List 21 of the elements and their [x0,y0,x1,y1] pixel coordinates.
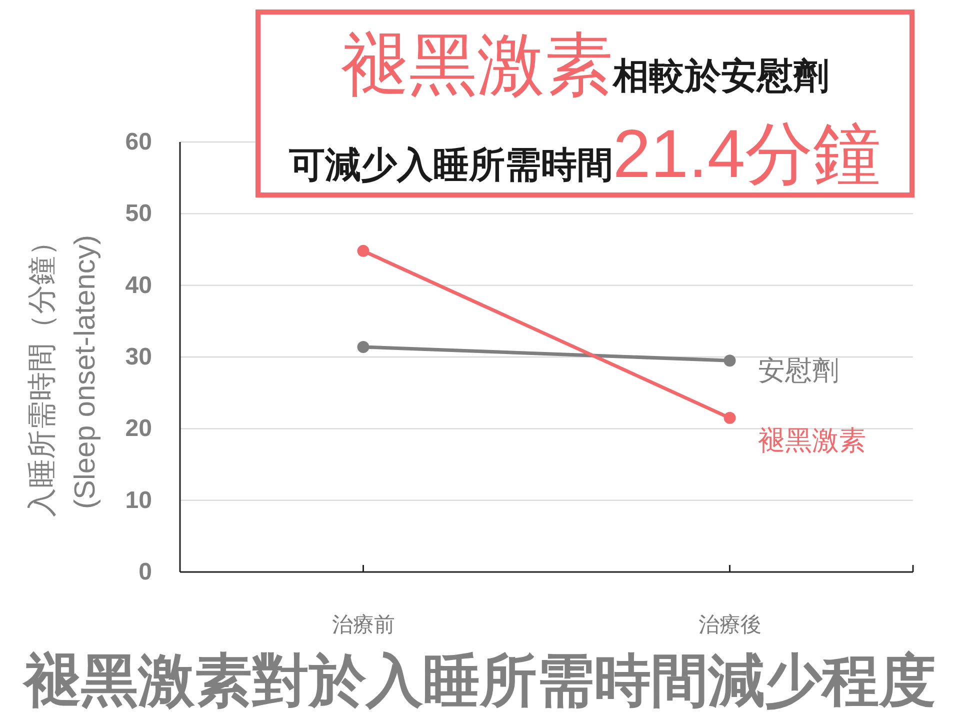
x-tick-label: 治療後 [698,614,762,636]
y-tick-label: 0 [138,558,152,586]
series-label: 褪黑激素 [758,426,866,456]
y-tick-label: 30 [125,344,152,370]
text: 褪黑激素對於入睡所需時間減少程度 [22,649,936,713]
annotation: 可減少入睡所需時間 [288,144,613,185]
point [724,354,736,367]
point [357,340,370,353]
series-label: 安慰劑 [758,356,839,386]
annotation: 21.4分鐘 [612,116,882,192]
point [357,244,370,257]
x-tick-label: 治療前 [332,614,395,636]
y-tick-label: 50 [125,200,152,228]
point [724,412,736,424]
y-tick-label: 60 [125,128,152,156]
y-axis-title: 入睡所需時間（分鐘） (Sleep onset-latency) [26,227,102,517]
y-tick-label: 40 [125,272,152,299]
text: 相較於安慰劑 [612,55,829,96]
y-tick-label: 20 [125,415,152,442]
y-tick-label: 10 [125,486,152,514]
text: 褪黑激素 [341,27,613,103]
